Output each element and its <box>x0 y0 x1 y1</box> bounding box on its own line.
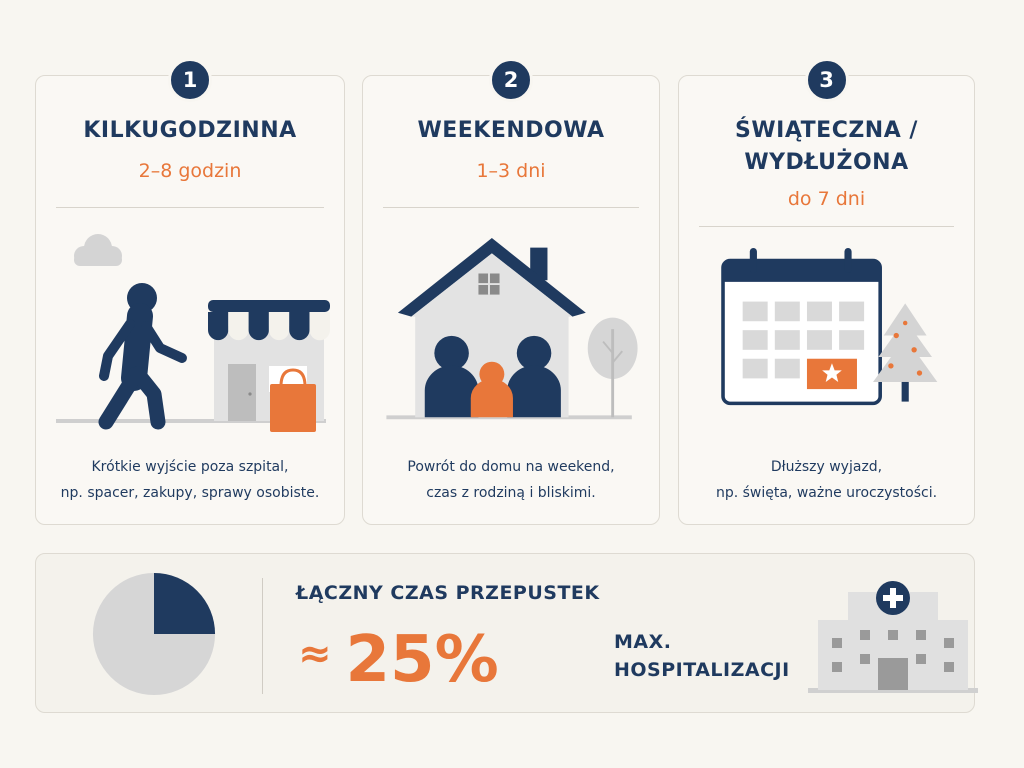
tree-icon <box>587 317 638 418</box>
summary-panel: ŁĄCZNY CZAS PRZEPUSTEK ≈25% MAX. HOSPITA… <box>35 553 978 713</box>
shopping-bag-icon <box>270 368 316 432</box>
star-icon <box>822 363 842 382</box>
card-holiday-pass: 3 ŚWIĄTECZNA / WYDŁUŻONA do 7 dni <box>678 58 975 525</box>
card-short-pass: 1 KILKUGODZINNA 2–8 godzin <box>35 58 345 525</box>
approx-symbol: ≈ <box>298 631 332 677</box>
description-line-2: np. święta, ważne uroczystości. <box>715 485 938 501</box>
description-line-1: Powrót do domu na weekend, <box>407 459 615 475</box>
step-number-badge: 2 <box>489 58 533 102</box>
card-weekend-pass: 2 WEEKENDOWA 1–3 dni <box>362 58 660 525</box>
card-illustration <box>721 248 938 406</box>
card-divider <box>699 226 954 227</box>
card-divider <box>383 207 639 208</box>
card-divider <box>56 207 324 208</box>
summary-label: ŁĄCZNY CZAS PRZEPUSTEK <box>296 582 600 604</box>
calendar-icon <box>721 248 882 406</box>
summary-note: MAX. HOSPITALIZACJI <box>614 628 790 684</box>
note-line-2: HOSPITALIZACJI <box>614 659 790 681</box>
card-duration: 1–3 dni <box>476 160 546 182</box>
card-description: Krótkie wyjście poza szpital, np. spacer… <box>36 454 344 506</box>
card-duration: 2–8 godzin <box>138 160 242 182</box>
card-description: Dłuższy wyjazd, np. święta, ważne uroczy… <box>679 454 974 506</box>
description-line-1: Dłuższy wyjazd, <box>770 459 883 475</box>
shop-icon <box>208 300 330 421</box>
note-line-1: MAX. <box>614 631 672 653</box>
family-icon <box>424 335 561 418</box>
pie-chart-icon <box>92 572 216 696</box>
christmas-tree-icon <box>873 303 938 402</box>
card-description: Powrót do domu na weekend, czas z rodzin… <box>363 454 659 506</box>
card-illustration <box>56 234 330 432</box>
step-number-badge: 3 <box>804 58 849 102</box>
card-duration: do 7 dni <box>787 188 866 210</box>
description-line-2: czas z rodziną i bliskimi. <box>426 485 596 501</box>
description-line-2: np. spacer, zakupy, sprawy osobiste. <box>60 485 320 501</box>
summary-divider <box>262 578 263 694</box>
hospital-icon <box>808 581 978 693</box>
card-title-line-2: WYDŁUŻONA <box>744 150 909 175</box>
step-number-badge: 1 <box>168 58 212 102</box>
summary-value: ≈25% <box>298 614 499 700</box>
summary-percentage: 25% <box>345 623 499 697</box>
cloud-icon <box>74 234 122 266</box>
card-title: WEEKENDOWA <box>417 118 605 143</box>
pie-slice <box>154 572 216 634</box>
card-title: KILKUGODZINNA <box>83 118 297 143</box>
walking-person-icon <box>98 283 187 430</box>
card-title-line-1: ŚWIĄTECZNA / <box>735 118 918 143</box>
card-illustration <box>386 238 638 420</box>
description-line-1: Krótkie wyjście poza szpital, <box>91 459 289 475</box>
